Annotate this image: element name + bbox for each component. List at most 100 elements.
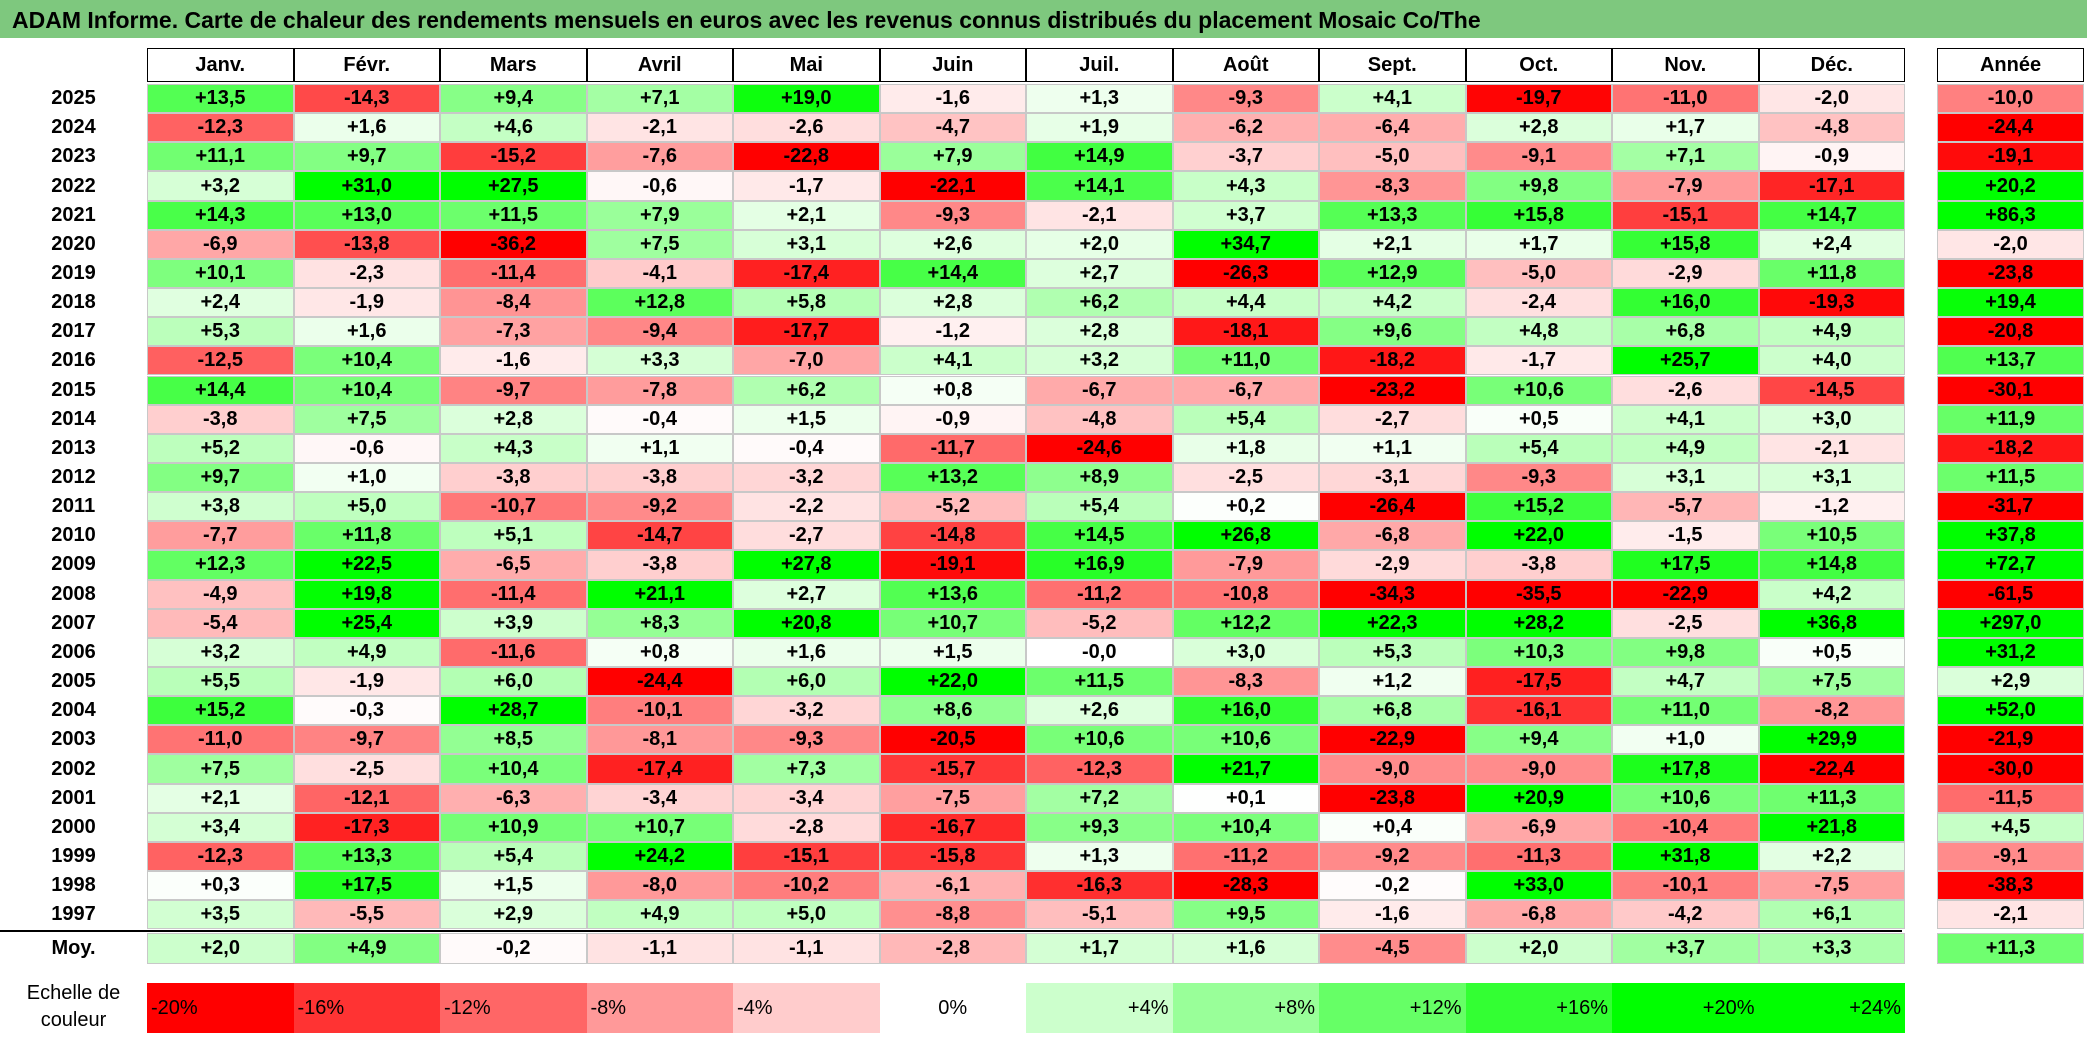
heatmap-cell: -0,4 <box>586 404 733 434</box>
heatmap-cell: +1,0 <box>1612 725 1759 755</box>
heatmap-cell: +28,7 <box>440 696 587 726</box>
heatmap-cell: +17,5 <box>1612 550 1759 580</box>
heatmap-cell: -1,6 <box>440 346 587 376</box>
heatmap-cell: +8,3 <box>586 608 733 638</box>
annual-cell: +72,7 <box>1937 550 2084 580</box>
heatmap-cell: +22,3 <box>1319 608 1466 638</box>
heatmap-cell: +1,6 <box>293 113 440 143</box>
heatmap-cell: +1,6 <box>733 637 880 667</box>
heatmap-cell: +2,8 <box>440 404 587 434</box>
year-label: 2004 <box>51 699 96 722</box>
heatmap-cell: -12,1 <box>293 783 440 813</box>
heatmap-cell: -9,3 <box>1172 84 1319 114</box>
heatmap-cell: -17,5 <box>1465 667 1612 697</box>
heatmap-cell: +10,6 <box>1465 375 1612 405</box>
heatmap-cell: -6,8 <box>1319 521 1466 551</box>
heatmap-cell: -12,3 <box>147 113 294 143</box>
heatmap-cell: -15,7 <box>879 754 1026 784</box>
average-annual-cell: +11,3 <box>1937 933 2084 965</box>
heatmap-cell: -14,7 <box>586 521 733 551</box>
average-cell: -1,1 <box>733 933 880 965</box>
heatmap-cell: -1,6 <box>1319 900 1466 930</box>
heatmap-cell: -14,8 <box>879 521 1026 551</box>
heatmap-cell: +9,6 <box>1319 317 1466 347</box>
year-label: 2021 <box>51 203 96 226</box>
heatmap-cell: +11,8 <box>293 521 440 551</box>
month-header: Sept. <box>1319 48 1466 82</box>
heatmap-cell: +3,0 <box>1172 637 1319 667</box>
heatmap-cell: -2,3 <box>293 258 440 289</box>
heatmap-cell: -7,3 <box>440 317 587 347</box>
heatmap-cell: +2,1 <box>147 783 294 813</box>
heatmap-cell: -2,1 <box>1026 200 1173 230</box>
heatmap-cell: +4,9 <box>1758 317 1905 347</box>
heatmap-cell: +7,9 <box>879 142 1026 172</box>
heatmap-cell: -17,4 <box>586 754 733 784</box>
year-label: 2002 <box>51 757 96 780</box>
heatmap-cell: -11,4 <box>440 579 587 609</box>
heatmap-cell: +4,9 <box>586 900 733 930</box>
heatmap-cell: -9,2 <box>1319 841 1466 872</box>
heatmap-cell: +7,1 <box>1612 142 1759 172</box>
heatmap-cell: +14,4 <box>147 375 294 405</box>
heatmap-cell: +7,2 <box>1026 783 1173 813</box>
heatmap-cell: +4,3 <box>440 433 587 463</box>
heatmap-cell: -17,4 <box>733 258 880 289</box>
annual-cell: +4,5 <box>1937 812 2084 842</box>
month-header: Nov. <box>1612 48 1759 82</box>
heatmap-cell: -22,9 <box>1612 579 1759 609</box>
year-label: 2017 <box>51 320 96 343</box>
year-label: 1998 <box>51 874 96 897</box>
scale-stop: +20% <box>1612 983 1759 1034</box>
heatmap-cell: +14,4 <box>879 258 1026 289</box>
heatmap-cell: +14,7 <box>1758 200 1905 230</box>
heatmap-cell: +16,0 <box>1172 696 1319 726</box>
year-label: 2008 <box>51 582 96 605</box>
heatmap-cell: +0,1 <box>1172 783 1319 813</box>
heatmap-cell: -2,9 <box>1319 550 1466 580</box>
heatmap-cell: -11,0 <box>1612 84 1759 114</box>
heatmap-cell: -22,1 <box>879 171 1026 201</box>
heatmap-cell: -14,5 <box>1758 375 1905 405</box>
average-cell: -0,2 <box>440 933 587 965</box>
heatmap-cell: -0,9 <box>1758 142 1905 172</box>
heatmap-cell: +4,7 <box>1612 667 1759 697</box>
scale-stop: 0% <box>879 983 1026 1034</box>
heatmap-cell: +14,1 <box>1026 171 1173 201</box>
heatmap-cell: -8,0 <box>586 871 733 901</box>
heatmap-cell: +20,9 <box>1465 783 1612 813</box>
heatmap-cell: +1,5 <box>733 404 880 434</box>
heatmap-cell: -2,6 <box>1612 375 1759 405</box>
heatmap-cell: -16,1 <box>1465 696 1612 726</box>
annual-cell: -30,1 <box>1937 375 2084 405</box>
heatmap-cell: +10,7 <box>586 812 733 842</box>
heatmap-cell: +10,1 <box>147 258 294 289</box>
heatmap-cell: +21,1 <box>586 579 733 609</box>
heatmap-cell: +9,7 <box>147 462 294 493</box>
annual-cell: +19,4 <box>1937 288 2084 318</box>
heatmap-cell: -23,2 <box>1319 375 1466 405</box>
heatmap-cell: -2,4 <box>1465 288 1612 318</box>
heatmap-cell: +2,9 <box>440 900 587 930</box>
heatmap-cell: +5,4 <box>440 841 587 872</box>
annual-cell: -19,1 <box>1937 142 2084 172</box>
heatmap-cell: +0,3 <box>147 871 294 901</box>
average-cell: -2,8 <box>879 933 1026 965</box>
heatmap-cell: +1,5 <box>440 871 587 901</box>
heatmap-cell: +3,9 <box>440 608 587 638</box>
heatmap-cell: +1,9 <box>1026 113 1173 143</box>
year-label: 1997 <box>51 903 96 926</box>
heatmap-cell: +7,5 <box>586 229 733 259</box>
heatmap-cell: -5,7 <box>1612 492 1759 522</box>
heatmap-cell: -10,8 <box>1172 579 1319 609</box>
heatmap-cell: +2,8 <box>1465 113 1612 143</box>
heatmap-cell: +6,2 <box>1026 288 1173 318</box>
heatmap-cell: -2,1 <box>1758 433 1905 463</box>
heatmap-cell: +2,2 <box>1758 841 1905 872</box>
scale-label-line: Echelle de <box>26 982 121 1005</box>
heatmap-cell: +21,8 <box>1758 812 1905 842</box>
heatmap-cell: +24,2 <box>586 841 733 872</box>
heatmap-cell: +4,3 <box>1172 171 1319 201</box>
heatmap-cell: -17,1 <box>1758 171 1905 201</box>
heatmap-cell: -0,6 <box>293 433 440 463</box>
